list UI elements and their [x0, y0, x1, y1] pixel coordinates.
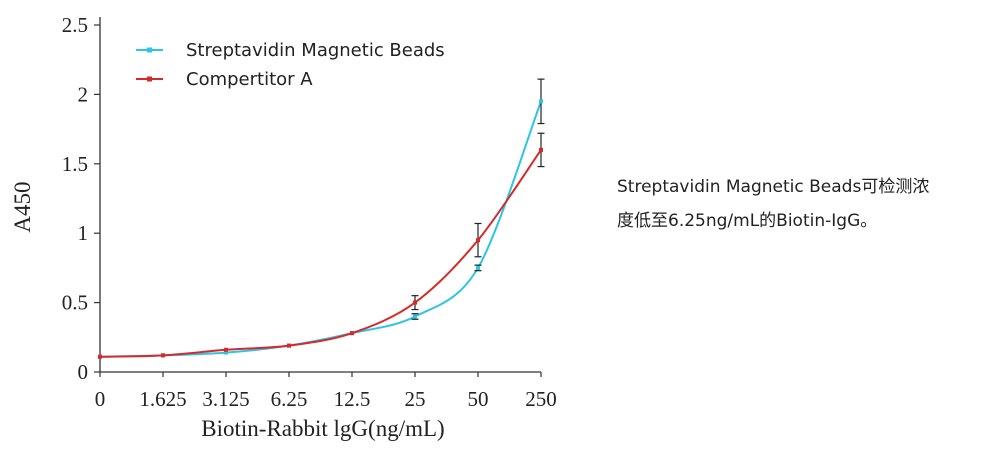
x-tick-label: 250 — [525, 387, 557, 411]
x-axis-label: Biotin-Rabbit lgG(ng/mL) — [201, 416, 444, 441]
data-point — [287, 343, 291, 348]
data-point — [224, 350, 228, 355]
y-tick-label: 1 — [78, 221, 89, 245]
data-point — [98, 354, 102, 359]
y-tick-label: 0 — [78, 360, 89, 384]
data-point — [224, 347, 228, 352]
error-bars — [411, 78, 545, 320]
legend-swatch-marker — [147, 76, 152, 82]
data-point — [350, 331, 354, 336]
description-line-1: Streptavidin Magnetic Beads可检测浓 — [617, 177, 930, 197]
x-tick-label: 50 — [468, 387, 489, 411]
data-point — [476, 265, 480, 270]
x-tick-label: 1.625 — [139, 387, 186, 411]
data-point — [413, 300, 417, 305]
data-point — [476, 238, 480, 243]
legend-label: Streptavidin Magnetic Beads — [186, 40, 445, 61]
description-text: Streptavidin Magnetic Beads可检测浓 度低至6.25n… — [617, 170, 987, 238]
data-point — [539, 147, 543, 152]
data-point — [539, 99, 543, 104]
data-points — [98, 99, 543, 359]
x-tick-label: 25 — [405, 387, 426, 411]
x-tick-label: 3.125 — [202, 387, 249, 411]
y-axis-label: A450 — [10, 181, 35, 232]
y-tick-label: 1.5 — [62, 152, 88, 176]
data-point — [161, 353, 165, 358]
y-tick-label: 2.5 — [62, 13, 88, 37]
x-tick-label: 0 — [95, 387, 106, 411]
axes: 0 0.5 1 1.5 2 2.5 0 1.625 3.125 6.25 12.5 25 50 250 — [62, 13, 557, 411]
legend: Streptavidin Magnetic Beads Compertitor A — [136, 40, 445, 90]
x-tick-label: 12.5 — [334, 387, 371, 411]
x-tick-label: 6.25 — [271, 387, 308, 411]
series-line-1 — [99, 100, 542, 358]
line-chart: 0 0.5 1 1.5 2 2.5 0 1.625 3.125 6.25 12.5 25 50 250 S… — [10, 13, 557, 441]
series-line-2 — [99, 149, 542, 358]
y-tick-label: 0.5 — [62, 291, 88, 315]
description-line-2: 度低至6.25ng/mL的Biotin-IgG。 — [617, 211, 878, 231]
data-point — [413, 314, 417, 319]
y-tick-label: 2 — [78, 82, 89, 106]
legend-label: Compertitor A — [186, 69, 313, 90]
legend-swatch-marker — [147, 47, 152, 53]
series-lines — [99, 100, 542, 358]
